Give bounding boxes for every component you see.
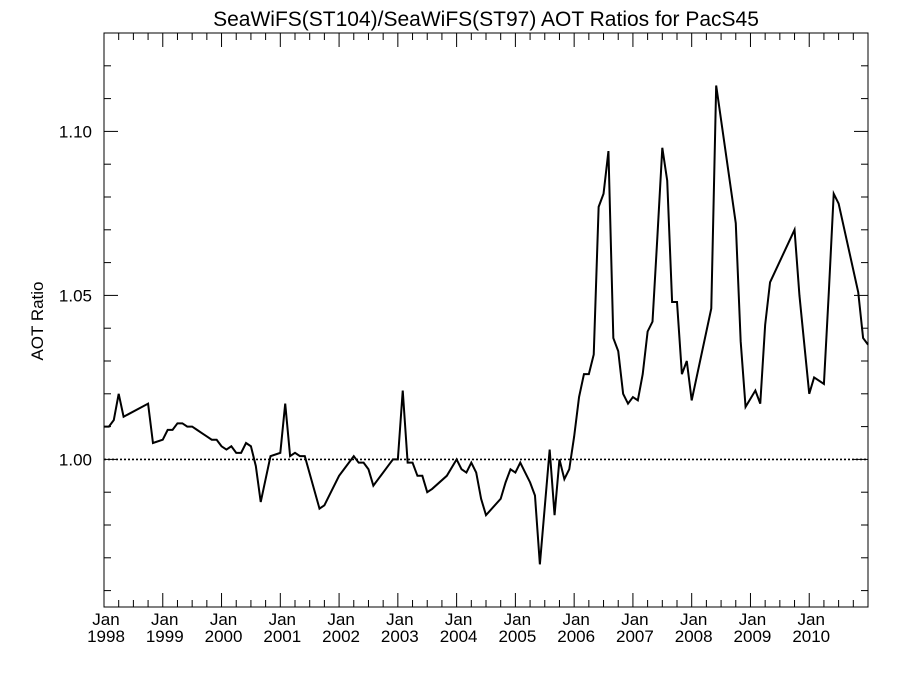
x-tick-label-year: 2006 bbox=[557, 627, 595, 646]
y-tick-label: 1.05 bbox=[59, 286, 92, 305]
x-tick-label-month: Jan bbox=[327, 610, 354, 629]
y-axis-ticks: 1.00 1.05 1.10 bbox=[59, 65, 868, 592]
data-series bbox=[104, 85, 869, 565]
x-tick-label-month: Jan bbox=[269, 610, 296, 629]
x-tick-label-month: Jan bbox=[798, 610, 825, 629]
x-tick-label-year: 2007 bbox=[616, 627, 654, 646]
y-axis-label: AOT Ratio bbox=[28, 281, 47, 360]
x-tick-label-year: 2010 bbox=[792, 627, 830, 646]
x-tick-label-month: Jan bbox=[621, 610, 648, 629]
x-tick-label-year: 2001 bbox=[263, 627, 301, 646]
x-tick-label-month: Jan bbox=[739, 610, 766, 629]
x-tick-label-year: 2000 bbox=[205, 627, 243, 646]
x-tick-label-year: 2008 bbox=[675, 627, 713, 646]
y-tick-label: 1.10 bbox=[59, 122, 92, 141]
x-tick-label-year: 2009 bbox=[734, 627, 772, 646]
plot-frame bbox=[103, 32, 869, 608]
x-tick-label-month: Jan bbox=[445, 610, 472, 629]
x-tick-label-month: Jan bbox=[151, 610, 178, 629]
x-tick-label-year: 1999 bbox=[146, 627, 184, 646]
x-tick-label-year: 2004 bbox=[440, 627, 478, 646]
x-tick-label-year: 2005 bbox=[498, 627, 536, 646]
x-tick-label-year: 1998 bbox=[87, 627, 125, 646]
x-tick-label-year: 2002 bbox=[322, 627, 360, 646]
chart-title: SeaWiFS(ST104)/SeaWiFS(ST97) AOT Ratios … bbox=[213, 8, 759, 31]
series-line-0 bbox=[104, 85, 869, 565]
x-tick-label-month: Jan bbox=[92, 610, 119, 629]
y-tick-label: 1.00 bbox=[59, 450, 92, 469]
x-tick-label-month: Jan bbox=[680, 610, 707, 629]
x-axis-ticks: Jan1998Jan1999Jan2000Jan2001Jan2002Jan20… bbox=[87, 33, 869, 646]
x-tick-label-month: Jan bbox=[562, 610, 589, 629]
x-tick-label-year: 2003 bbox=[381, 627, 419, 646]
x-tick-label-month: Jan bbox=[504, 610, 531, 629]
x-tick-label-month: Jan bbox=[210, 610, 237, 629]
x-tick-label-month: Jan bbox=[386, 610, 413, 629]
